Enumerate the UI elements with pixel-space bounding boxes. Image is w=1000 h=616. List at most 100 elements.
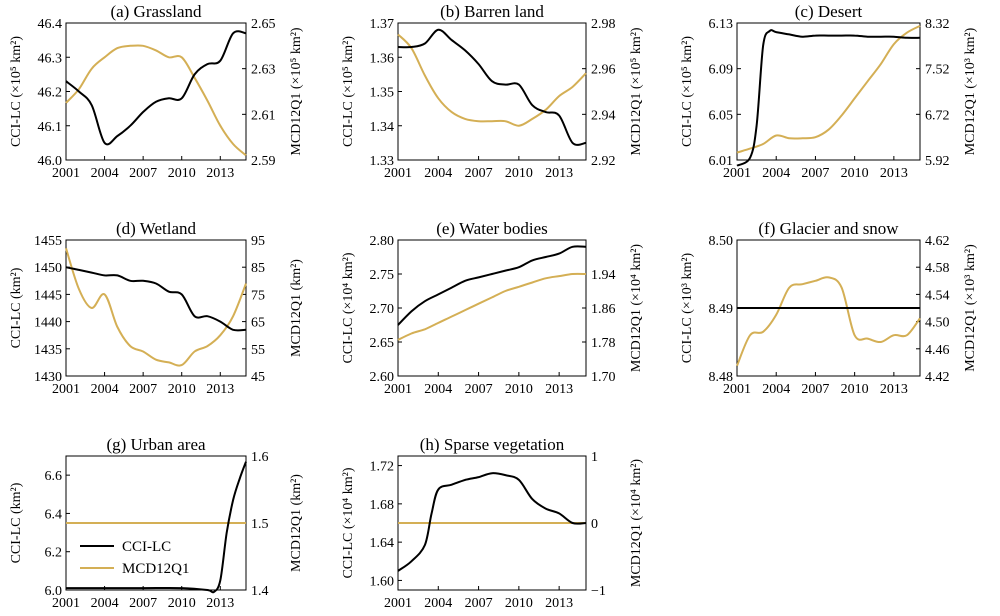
y-right-tick-label: 4.50 xyxy=(925,316,950,331)
x-tick-label: 2010 xyxy=(168,596,196,611)
x-tick-label: 2010 xyxy=(168,166,196,181)
y-right-axis-label: MCD12Q1 (×10⁴ km²) xyxy=(629,459,644,588)
y-left-axis-label: CCI-LC (×10⁴ km²) xyxy=(341,252,356,363)
series-line-mcd xyxy=(397,272,587,341)
chart-title: (d) Wetland xyxy=(116,219,196,238)
y-left-tick-label: 1435 xyxy=(34,343,62,358)
y-right-tick-label: 75 xyxy=(251,288,265,303)
y-left-tick-label: 46.0 xyxy=(38,154,63,169)
x-tick-label: 2013 xyxy=(545,166,573,181)
x-tick-label: 2001 xyxy=(723,382,751,397)
x-tick-label: 2010 xyxy=(841,382,869,397)
y-left-tick-label: 6.01 xyxy=(709,154,734,169)
y-left-tick-label: 1.35 xyxy=(370,86,395,101)
plot-frame xyxy=(736,22,921,161)
y-left-tick-label: 1445 xyxy=(34,288,62,303)
y-left-tick-label: 1.33 xyxy=(370,154,395,169)
y-right-axis-label: MCD12Q1 (×10³ km²) xyxy=(963,244,978,372)
x-tick-label: 2013 xyxy=(880,166,908,181)
x-tick-label: 2004 xyxy=(762,166,790,181)
y-right-tick-label: 45 xyxy=(251,370,265,385)
series-line-mcd xyxy=(736,25,921,154)
y-right-axis-label: MCD12Q1 (km²) xyxy=(289,474,304,572)
x-tick-label: 2007 xyxy=(129,166,157,181)
plot-frame xyxy=(65,239,247,377)
y-right-tick-label: 2.94 xyxy=(591,108,616,123)
x-tick-label: 2013 xyxy=(206,382,234,397)
y-left-tick-label: 1.72 xyxy=(370,460,395,475)
chart-title: (f) Glacier and snow xyxy=(758,219,899,238)
x-tick-label: 2010 xyxy=(841,166,869,181)
chart-panel: (b) Barren land 2001 2004 2007 2010 2013 1.33 1… xyxy=(341,2,644,181)
legend-mcd-label: MCD12Q1 xyxy=(122,561,190,577)
legend-cci-label: CCI-LC xyxy=(122,539,171,555)
y-left-tick-label: 46.1 xyxy=(38,120,63,135)
series-line-cci xyxy=(736,29,921,167)
x-tick-label: 2013 xyxy=(880,382,908,397)
y-left-tick-label: 1455 xyxy=(34,234,62,249)
x-tick-label: 2001 xyxy=(52,166,80,181)
x-tick-label: 2007 xyxy=(465,596,493,611)
legend: CCI-LC MCD12Q1 xyxy=(80,539,190,577)
x-tick-label: 2007 xyxy=(129,382,157,397)
x-tick-label: 2004 xyxy=(762,382,790,397)
y-left-tick-label: 2.65 xyxy=(370,336,395,351)
y-right-tick-label: 2.98 xyxy=(591,17,616,32)
x-tick-label: 2001 xyxy=(384,382,412,397)
y-right-tick-label: 2.61 xyxy=(251,108,276,123)
chart-panel: (d) Wetland 2001 2004 2007 2010 2013 1430 1435 1… xyxy=(9,219,304,397)
x-tick-label: 2001 xyxy=(723,166,751,181)
chart-title: (b) Barren land xyxy=(440,2,544,21)
series-line-cci xyxy=(397,28,587,146)
y-right-tick-label: 55 xyxy=(251,343,265,358)
y-right-tick-label: 5.92 xyxy=(925,154,950,169)
y-right-tick-label: 85 xyxy=(251,261,265,276)
chart-panel: (h) Sparse vegetation 2001 2004 2007 2010 201… xyxy=(341,435,644,611)
y-left-tick-label: 1.36 xyxy=(370,51,395,66)
y-right-tick-label: 1.78 xyxy=(591,336,616,351)
series-line-cci xyxy=(397,472,587,572)
y-left-tick-label: 8.50 xyxy=(709,234,734,249)
y-left-tick-label: 6.13 xyxy=(709,17,734,32)
y-right-tick-label: 95 xyxy=(251,234,265,249)
y-right-tick-label: 1.6 xyxy=(251,450,269,465)
chart-panel: (g) Urban area 2001 2004 2007 2010 2013 6.0 6.2… xyxy=(9,435,304,611)
y-left-axis-label: CCI-LC (×10⁵ km²) xyxy=(9,36,24,147)
x-tick-label: 2004 xyxy=(91,596,119,611)
x-tick-label: 2010 xyxy=(505,382,533,397)
y-left-tick-label: 6.09 xyxy=(709,63,734,78)
y-right-tick-label: 4.42 xyxy=(925,370,950,385)
series-line-mcd xyxy=(397,33,587,127)
y-left-tick-label: 2.60 xyxy=(370,370,395,385)
y-left-tick-label: 1.34 xyxy=(370,120,395,135)
series-line-mcd xyxy=(65,247,247,367)
x-tick-label: 2004 xyxy=(91,166,119,181)
x-tick-label: 2013 xyxy=(545,596,573,611)
plot-frame xyxy=(397,239,587,377)
series-line-cci xyxy=(65,266,247,332)
chart-panel: (c) Desert 2001 2004 2007 2010 2013 6.01 6.05 6.… xyxy=(680,2,978,181)
y-right-tick-label: 2.96 xyxy=(591,63,616,78)
x-tick-label: 2007 xyxy=(801,382,829,397)
x-tick-label: 2004 xyxy=(424,382,452,397)
y-left-tick-label: 1.37 xyxy=(370,17,395,32)
x-tick-label: 2001 xyxy=(52,596,80,611)
y-right-tick-label: 1.94 xyxy=(591,268,616,283)
series-line-mcd xyxy=(736,276,921,367)
chart-panel: (a) Grassland 2001 2004 2007 2010 2013 46.0 46.… xyxy=(9,2,304,181)
y-left-tick-label: 2.75 xyxy=(370,268,395,283)
y-right-tick-label: 8.32 xyxy=(925,17,950,32)
y-left-tick-label: 1.60 xyxy=(370,574,395,589)
y-right-axis-label: MCD12Q1 (km²) xyxy=(289,259,304,357)
x-tick-label: 2010 xyxy=(505,166,533,181)
y-left-tick-label: 46.4 xyxy=(38,17,63,32)
y-left-tick-label: 6.4 xyxy=(45,507,63,522)
series-line-cci xyxy=(397,245,587,326)
y-left-tick-label: 46.3 xyxy=(38,51,63,66)
y-left-tick-label: 1430 xyxy=(34,370,62,385)
y-right-tick-label: 4.62 xyxy=(925,234,950,249)
y-left-axis-label: CCI-LC (×10⁵ km²) xyxy=(680,36,695,147)
x-tick-label: 2007 xyxy=(465,166,493,181)
x-tick-label: 2004 xyxy=(424,166,452,181)
